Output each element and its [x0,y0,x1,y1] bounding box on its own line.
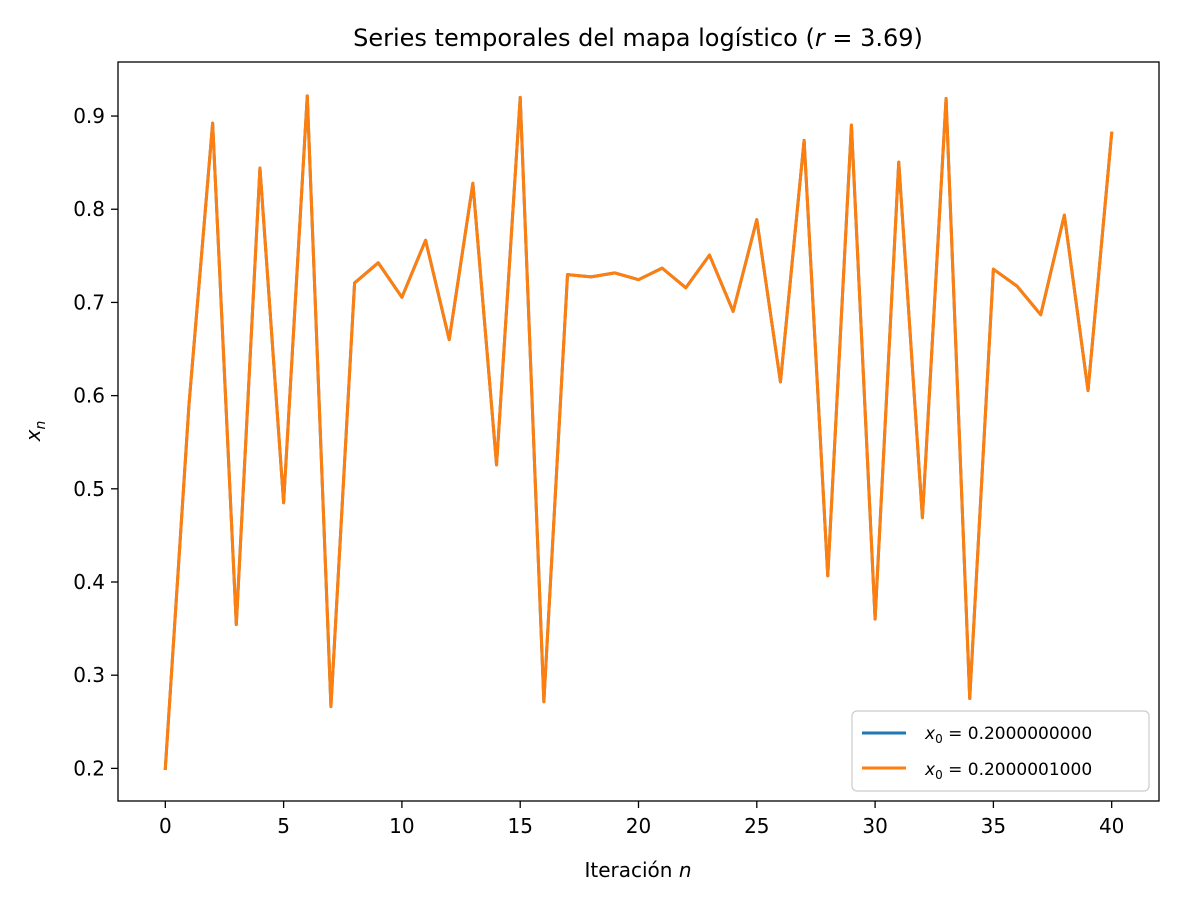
legend: x0 = 0.2000000000 x0 = 0.2000001000 [851,710,1150,792]
x-tick-label: 30 [862,814,887,838]
y-tick-label: 0.9 [73,104,105,128]
y-tick-label: 0.4 [73,570,105,594]
y-tick-label: 0.6 [73,384,105,408]
legend-label-series-2: x0 = 0.2000001000 [924,760,1092,782]
y-tick-label: 0.2 [73,756,105,780]
x-tick-label: 15 [507,814,532,838]
x-tick-label: 25 [744,814,769,838]
y-axis-ticks: 0.2 0.3 0.4 0.5 0.6 0.7 0.8 0.9 [73,104,118,780]
legend-box [851,710,1150,792]
x-tick-label: 20 [626,814,651,838]
x-tick-label: 40 [1099,814,1124,838]
chart-title: Series temporales del mapa logístico (r … [353,24,923,52]
y-tick-label: 0.5 [73,477,105,501]
y-tick-label: 0.7 [73,290,105,314]
x-axis-ticks: 0 5 10 15 20 25 30 35 40 [159,801,1124,838]
x-tick-label: 35 [981,814,1006,838]
x-tick-label: 10 [389,814,414,838]
series-line-2 [163,94,1114,770]
y-tick-label: 0.3 [73,663,105,687]
legend-label-series-1: x0 = 0.2000000000 [924,724,1092,746]
y-axis-label: xn [21,421,49,443]
x-tick-label: 5 [277,814,290,838]
x-axis-label: Iteración n [584,858,691,882]
series-lines [163,94,1114,770]
x-tick-label: 0 [159,814,172,838]
y-tick-label: 0.8 [73,197,105,221]
